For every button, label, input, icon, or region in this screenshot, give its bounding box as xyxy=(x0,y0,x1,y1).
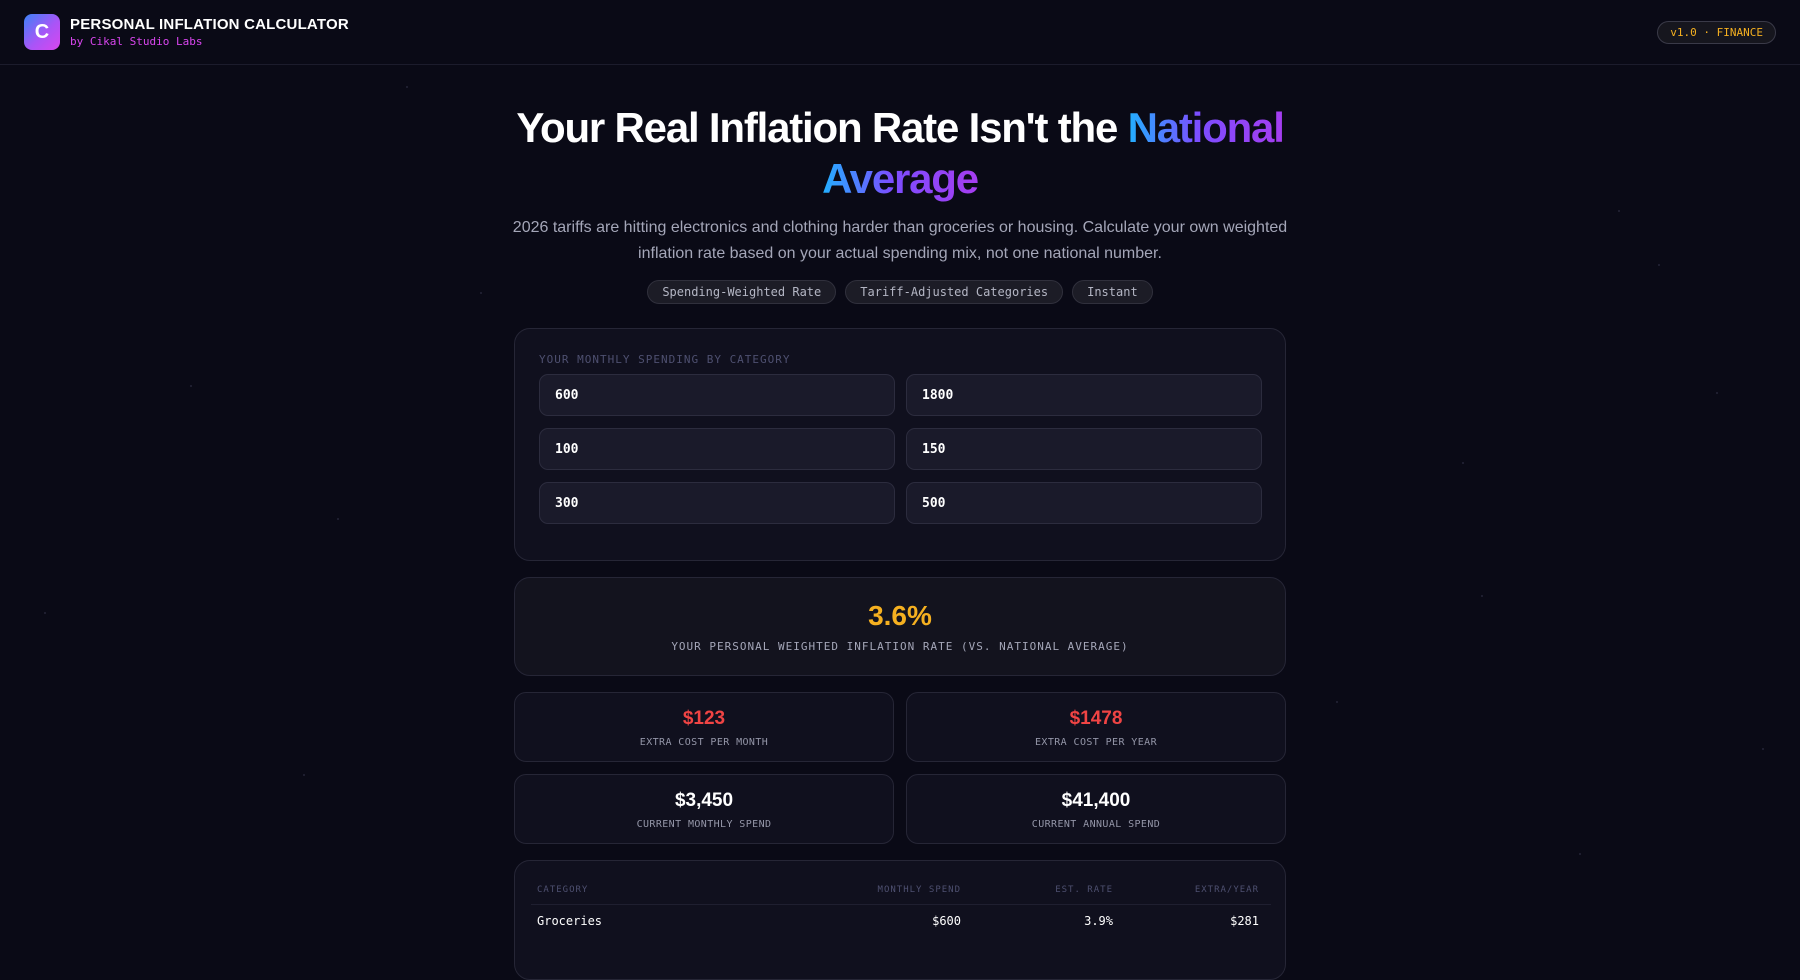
column-header-category: CATEGORY xyxy=(537,885,589,895)
brand: PERSONAL INFLATION CALCULATOR by Cikal S… xyxy=(70,16,349,48)
stat-label: EXTRA COST PER MONTH xyxy=(639,737,769,748)
inflation-rate-value: 3.6% xyxy=(868,600,932,631)
hero-title: Your Real Inflation Rate Isn't the Natio… xyxy=(450,102,1350,204)
column-header-rate: EST. RATE xyxy=(1055,885,1113,895)
cell-monthly: $600 xyxy=(932,914,961,928)
cell-rate: 3.9% xyxy=(1084,914,1113,928)
stat-label: CURRENT MONTHLY SPEND xyxy=(636,819,772,830)
stat-label: CURRENT ANNUAL SPEND xyxy=(1031,819,1161,830)
section-label: YOUR MONTHLY SPENDING BY CATEGORY xyxy=(539,353,791,366)
table-header: CATEGORY MONTHLY SPEND EST. RATE EXTRA/Y… xyxy=(537,885,1265,905)
pill-spending-weighted: Spending-Weighted Rate xyxy=(647,280,837,304)
top-bar: C PERSONAL INFLATION CALCULATOR by Cikal… xyxy=(0,0,1800,65)
stat-value: $41,400 xyxy=(1061,790,1131,811)
stat-card-annual-spend: $41,400 CURRENT ANNUAL SPEND xyxy=(906,774,1286,844)
app-title: PERSONAL INFLATION CALCULATOR xyxy=(70,16,349,33)
spending-input-5[interactable]: 300 xyxy=(539,482,895,524)
stat-value: $3,450 xyxy=(674,790,734,811)
hero-title-highlight-2: Average xyxy=(822,155,979,202)
stat-value: $1478 xyxy=(1069,708,1123,729)
spending-input-6[interactable]: 500 xyxy=(906,482,1262,524)
stat-label: EXTRA COST PER YEAR xyxy=(1035,737,1157,748)
category-breakdown-table: CATEGORY MONTHLY SPEND EST. RATE EXTRA/Y… xyxy=(514,860,1286,980)
logo-letter: C xyxy=(34,20,50,43)
stat-value: $123 xyxy=(682,708,726,729)
column-header-extra: EXTRA/YEAR xyxy=(1194,885,1259,895)
spending-input-3[interactable]: 100 xyxy=(539,428,895,470)
app-logo[interactable]: C xyxy=(24,14,60,50)
cell-category: Groceries xyxy=(537,914,603,928)
pill-tariff-adjusted: Tariff-Adjusted Categories xyxy=(845,280,1064,304)
spending-inputs-panel: YOUR MONTHLY SPENDING BY CATEGORY 600 18… xyxy=(514,328,1286,561)
spending-input-4[interactable]: 150 xyxy=(906,428,1262,470)
table-row: Groceries $600 3.9% $281 xyxy=(531,904,1271,936)
column-header-monthly: MONTHLY SPEND xyxy=(877,885,961,895)
cell-extra: $281 xyxy=(1230,914,1259,928)
inflation-rate-label: YOUR PERSONAL WEIGHTED INFLATION RATE (V… xyxy=(671,640,1129,653)
hero-description: 2026 tariffs are hitting electronics and… xyxy=(512,219,1288,262)
feature-pills: Spending-Weighted Rate Tariff-Adjusted C… xyxy=(0,280,1800,304)
spending-input-2[interactable]: 1800 xyxy=(906,374,1262,416)
pill-instant: Instant xyxy=(1072,280,1153,304)
version-badge: v1.0 · FINANCE xyxy=(1657,21,1776,44)
stat-card-monthly-spend: $3,450 CURRENT MONTHLY SPEND xyxy=(514,774,894,844)
stat-card-extra-year: $1478 EXTRA COST PER YEAR xyxy=(906,692,1286,762)
inflation-rate-result: 3.6% YOUR PERSONAL WEIGHTED INFLATION RA… xyxy=(514,577,1286,676)
hero-title-highlight-1: National xyxy=(1127,104,1285,151)
app-subtitle: by Cikal Studio Labs xyxy=(70,35,203,48)
spending-input-1[interactable]: 600 xyxy=(539,374,895,416)
stat-card-extra-month: $123 EXTRA COST PER MONTH xyxy=(514,692,894,762)
hero-title-main: Your Real Inflation Rate Isn't the xyxy=(516,104,1128,151)
